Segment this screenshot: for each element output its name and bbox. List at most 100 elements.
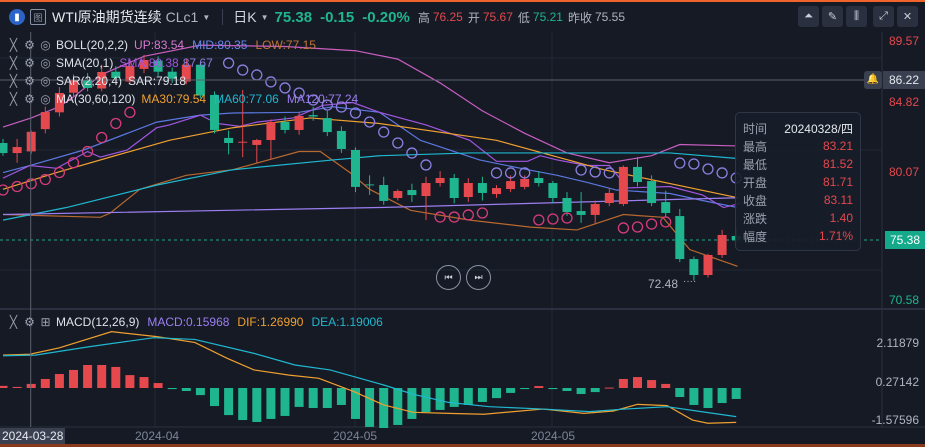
fullscreen-button[interactable]: ⤢ [873,6,894,27]
sma-extra-value: 87.67 [182,56,213,70]
high-value: 76.25 [432,10,463,24]
sar-dot-down [674,157,686,169]
remove-icon[interactable]: ╳ [9,92,18,106]
sar-dot-up [660,216,672,228]
macd-bar-positive [647,380,657,388]
settings-icon[interactable]: ⚙ [24,56,35,70]
cursor-date-label: 2024-03-28 [0,428,66,444]
eye-icon[interactable]: ◎ [40,38,51,52]
sar-dot-up [448,211,460,223]
close-button[interactable]: ✕ [897,6,918,27]
settings-icon[interactable]: ⚙ [24,92,35,106]
next-button[interactable]: ⏭ [466,265,491,290]
macd-bar-negative [308,388,318,408]
expand-icon: ⤢ [879,10,888,22]
ma120-line [2,197,738,216]
tooltip-key: 时间 [743,121,768,136]
candle-down [280,121,290,130]
remove-icon[interactable]: ╳ [9,74,18,88]
settings-icon[interactable]: ⚙ [24,38,35,52]
sar-dot-down [265,76,277,88]
macd-bar-negative [322,388,332,408]
sar-dot-down [490,167,503,179]
macd-bar-negative [336,388,346,405]
candle-down [689,259,699,275]
macd-bar-negative [280,388,290,416]
candle-up [266,121,276,141]
candle-down [534,177,544,184]
bar-chart-icon[interactable]: ▮ [9,9,25,25]
tooltip-low: 81.52 [822,157,853,171]
sar-dot-down [251,69,263,81]
tooltip-key: 幅度 [743,229,768,244]
macd-bar-positive [83,364,93,388]
min-price-label: 72.48 [648,277,679,291]
chart-type-button[interactable]: ⫼ [846,6,867,27]
candle-up [238,141,248,143]
sar-dot-down [420,159,432,171]
macd-bar-negative [717,388,727,404]
macd-bar-positive [139,377,149,388]
legend-name: SMA(20,1) [56,56,114,70]
candle-up [435,177,445,184]
candle-up [40,112,50,130]
sar-value: SAR:79.18 [128,74,187,88]
crosshair-price-tag: 86.22 [883,71,925,89]
candle-down [210,94,219,130]
eye-icon[interactable]: ◎ [40,56,51,70]
chevron-down-icon[interactable]: ▼ [202,12,211,22]
candle-down [562,198,572,212]
macd-bar-negative [548,388,558,390]
chevron-down-icon[interactable]: ▼ [260,12,269,22]
candle-up [492,188,501,195]
remove-icon[interactable]: ╳ [9,315,18,329]
tooltip-close: 83.11 [823,193,853,207]
sar-dot-up [533,214,545,226]
settings-icon[interactable]: ⚙ [24,74,35,88]
legend-name: BOLL(20,2,2) [56,38,129,52]
period-selector[interactable]: 日K [233,9,257,25]
macd-bar-positive [633,377,642,388]
sar-dot-up [434,211,446,223]
remove-icon[interactable]: ╳ [9,38,18,52]
sar-dot-up [476,207,489,219]
macd-bar-positive [125,375,135,388]
candle-down [224,137,234,143]
macd-bar-negative [167,388,177,390]
macd-value: MACD:0.15968 [147,315,230,329]
sar-dot-up [462,209,474,221]
macd-bar-negative [562,388,572,392]
macd-bar-negative [675,388,685,398]
macd-bar-negative [435,388,445,410]
sar-dot-down [222,57,235,69]
expand-pane-icon[interactable]: ⊞ [40,315,51,329]
alert-bell-icon[interactable]: 🔔 [864,71,882,89]
high-label: 高 [417,10,430,25]
macd-pane [0,331,741,428]
date-axis-label: 2024-05 [531,429,576,443]
indicator-button[interactable]: ⏶ [798,6,819,27]
prev-button[interactable]: ⏮ [436,265,461,290]
boll-up-line [2,44,737,164]
price-axis-label: 84.82 [888,95,919,109]
settings-icon[interactable]: ⚙ [24,315,35,329]
tooltip-open: 81.71 [822,175,853,189]
badge-icon[interactable]: 图 [30,9,46,25]
symbol-selector[interactable]: CLc1 [165,9,199,25]
macd-bar-negative [407,388,417,419]
macd-bar-negative [294,388,304,407]
price-change: -0.15 [320,8,355,26]
candle-up [604,192,614,204]
macd-bar-negative [421,388,431,413]
candle-up [590,204,600,215]
eye-icon[interactable]: ◎ [40,74,51,88]
prev-close-label: 昨收 [567,10,592,25]
legend-sma: ╳ ⚙ ◎ SMA(20,1) SMA:80.38 87.67 [8,55,213,71]
sar-dot-down [349,107,362,119]
candle-down [0,142,8,154]
eye-icon[interactable]: ◎ [40,92,51,106]
remove-icon[interactable]: ╳ [9,56,18,70]
sar-dot-up [645,218,658,230]
draw-button[interactable]: ✎ [822,6,843,27]
